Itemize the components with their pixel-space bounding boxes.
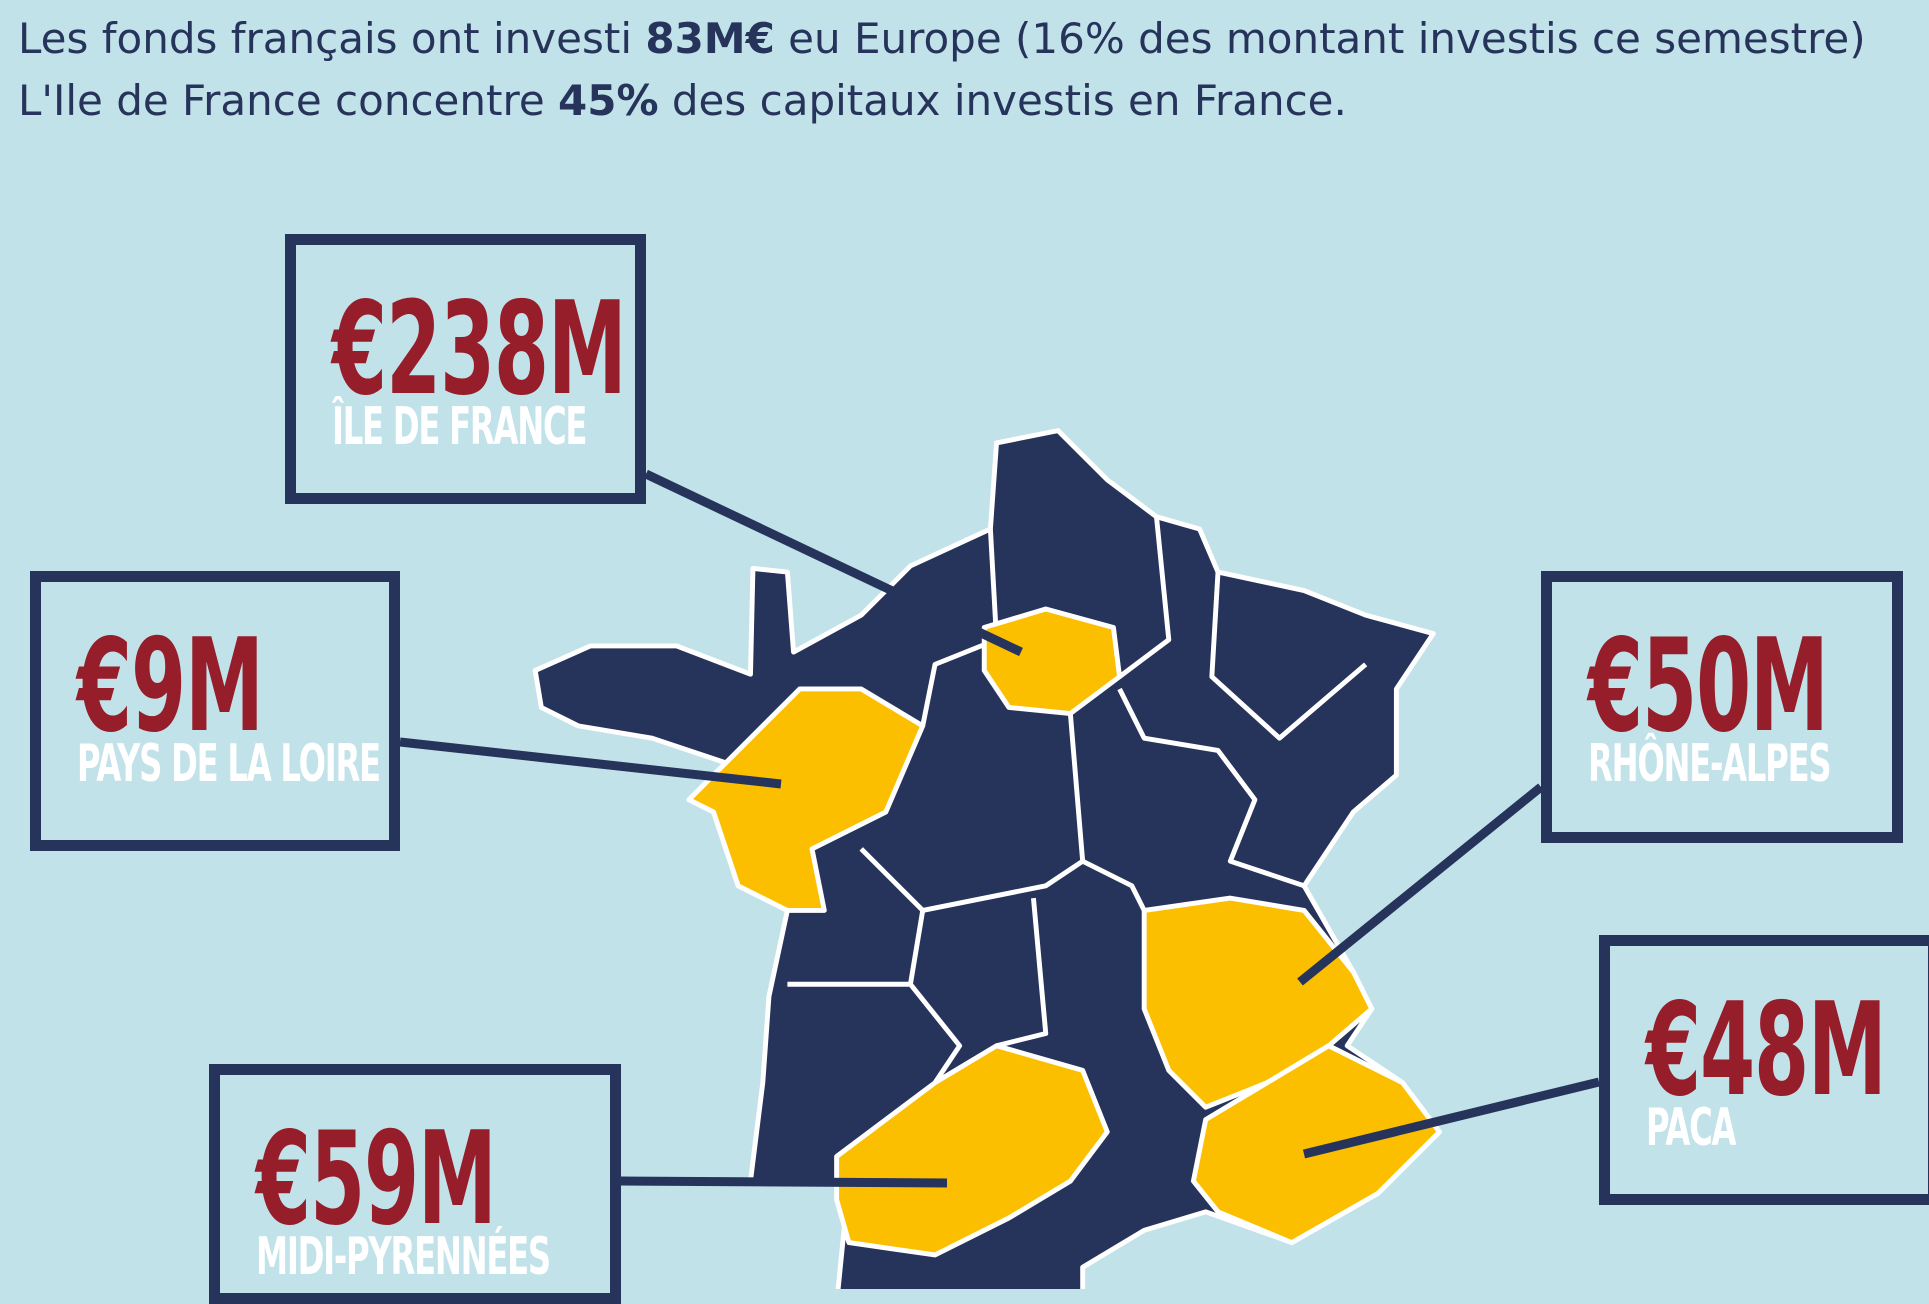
- callout-box: €50M RHÔNE-ALPES: [1541, 571, 1903, 843]
- intro-text: des capitaux investis en France.: [658, 76, 1347, 125]
- intro-text: eu Europe (16% des montant investis ce s…: [774, 14, 1866, 63]
- leader: [620, 1176, 948, 1188]
- leader: [1302, 1077, 1601, 1159]
- paca: [1190, 1043, 1442, 1246]
- intro-line: L'Ile de France concentre 45% des capita…: [18, 70, 1866, 132]
- pays-de-la-loire: [686, 686, 926, 913]
- leader: [399, 737, 782, 789]
- intro: Les fonds français ont investi 83M€ eu E…: [18, 8, 1866, 132]
- callout-box: €59M MIDI-PYRENNÉES: [209, 1064, 621, 1304]
- amount: €238M: [332, 275, 627, 424]
- region: ÎLE DE FRANCE: [332, 397, 587, 457]
- callout-box: €238M ÎLE DE FRANCE: [285, 234, 646, 504]
- intro-highlight: 45%: [558, 76, 659, 125]
- intro-highlight: 83M€: [645, 14, 775, 63]
- intro-line: Les fonds français ont investi 83M€ eu E…: [18, 8, 1866, 70]
- region: PAYS DE LA LOIRE: [77, 734, 381, 794]
- region: PACA: [1646, 1098, 1737, 1158]
- leader: [1297, 783, 1544, 986]
- callout-box: €48M PACA: [1599, 935, 1929, 1205]
- ile-de-france: [981, 606, 1123, 717]
- region: RHÔNE-ALPES: [1588, 734, 1832, 794]
- leader: [644, 469, 1023, 657]
- intro-text: L'Ile de France concentre: [18, 76, 559, 125]
- midi-pyrenees: [834, 1043, 1110, 1258]
- leaders: [399, 469, 1601, 1188]
- amount: €48M: [1646, 976, 1887, 1125]
- amount: €9M: [77, 612, 264, 761]
- callout-box: €9M PAYS DE LA LOIRE: [30, 571, 400, 851]
- intro-text: Les fonds français ont investi: [18, 14, 646, 63]
- amount: €50M: [1588, 612, 1829, 761]
- amount: €59M: [256, 1105, 497, 1254]
- region: MIDI-PYRENNÉES: [256, 1227, 551, 1287]
- region-borders: [787, 516, 1368, 1085]
